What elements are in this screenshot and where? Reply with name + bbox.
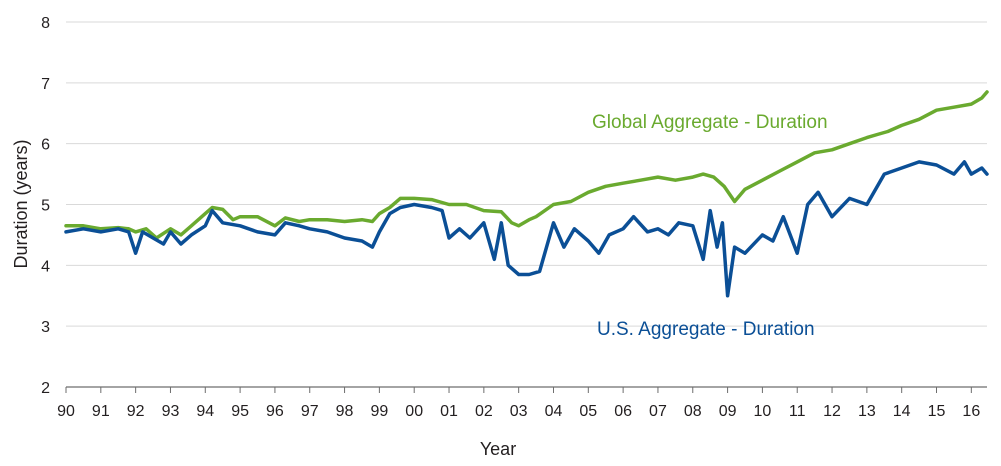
y-axis-tick-labels: 2 3 4 5 6 7 8 [41,15,50,397]
series-label-us-aggregate: U.S. Aggregate - Duration [597,319,815,340]
x-tick-label-01: 01 [440,403,458,420]
series-label-global-aggregate: Global Aggregate - Duration [592,112,828,133]
x-axis-title: Year [480,439,516,459]
x-tick-label-92: 92 [127,403,145,420]
x-tick-label-05: 05 [579,403,597,420]
x-tick-label-15: 15 [928,403,946,420]
x-tick-label-03: 03 [510,403,528,420]
y-tick-label-8: 8 [41,15,50,32]
gridlines [66,21,987,327]
y-tick-label-2: 2 [41,380,50,397]
series-lines [64,90,989,298]
x-tick-label-16: 16 [962,403,980,420]
y-axis-title: Duration (years) [11,139,31,268]
y-tick-label-4: 4 [41,258,50,275]
x-tick-label-90: 90 [57,403,75,420]
x-tick-label-93: 93 [162,403,180,420]
x-tick-label-95: 95 [231,403,249,420]
series-line-u-s-aggregate-duration [64,160,989,298]
x-tick-label-96: 96 [266,403,284,420]
x-tick-label-14: 14 [893,403,911,420]
x-tick-label-10: 10 [754,403,772,420]
y-tick-label-5: 5 [41,198,50,215]
x-tick-label-06: 06 [614,403,632,420]
x-tick-label-12: 12 [823,403,841,420]
x-tick-label-91: 91 [92,403,110,420]
x-tick-label-00: 00 [405,403,423,420]
y-tick-label-6: 6 [41,137,50,154]
x-tick-label-02: 02 [475,403,493,420]
y-tick-label-3: 3 [41,319,50,336]
series-line-global-aggregate-duration [64,90,989,240]
x-tick-label-94: 94 [196,403,214,420]
x-tick-label-07: 07 [649,403,667,420]
x-tick-label-09: 09 [719,403,737,420]
x-axis: 90 91 92 93 94 95 96 97 98 99 00 01 02 03 04 05 06 07 08 09… [57,386,987,420]
x-tick-label-98: 98 [336,403,354,420]
x-tick-label-99: 99 [370,403,388,420]
x-tick-label-08: 08 [684,403,702,420]
x-tick-label-04: 04 [545,403,563,420]
x-tick-label-11: 11 [789,403,806,420]
x-tick-label-13: 13 [858,403,876,420]
y-tick-label-7: 7 [41,76,50,93]
x-tick-label-97: 97 [301,403,319,420]
